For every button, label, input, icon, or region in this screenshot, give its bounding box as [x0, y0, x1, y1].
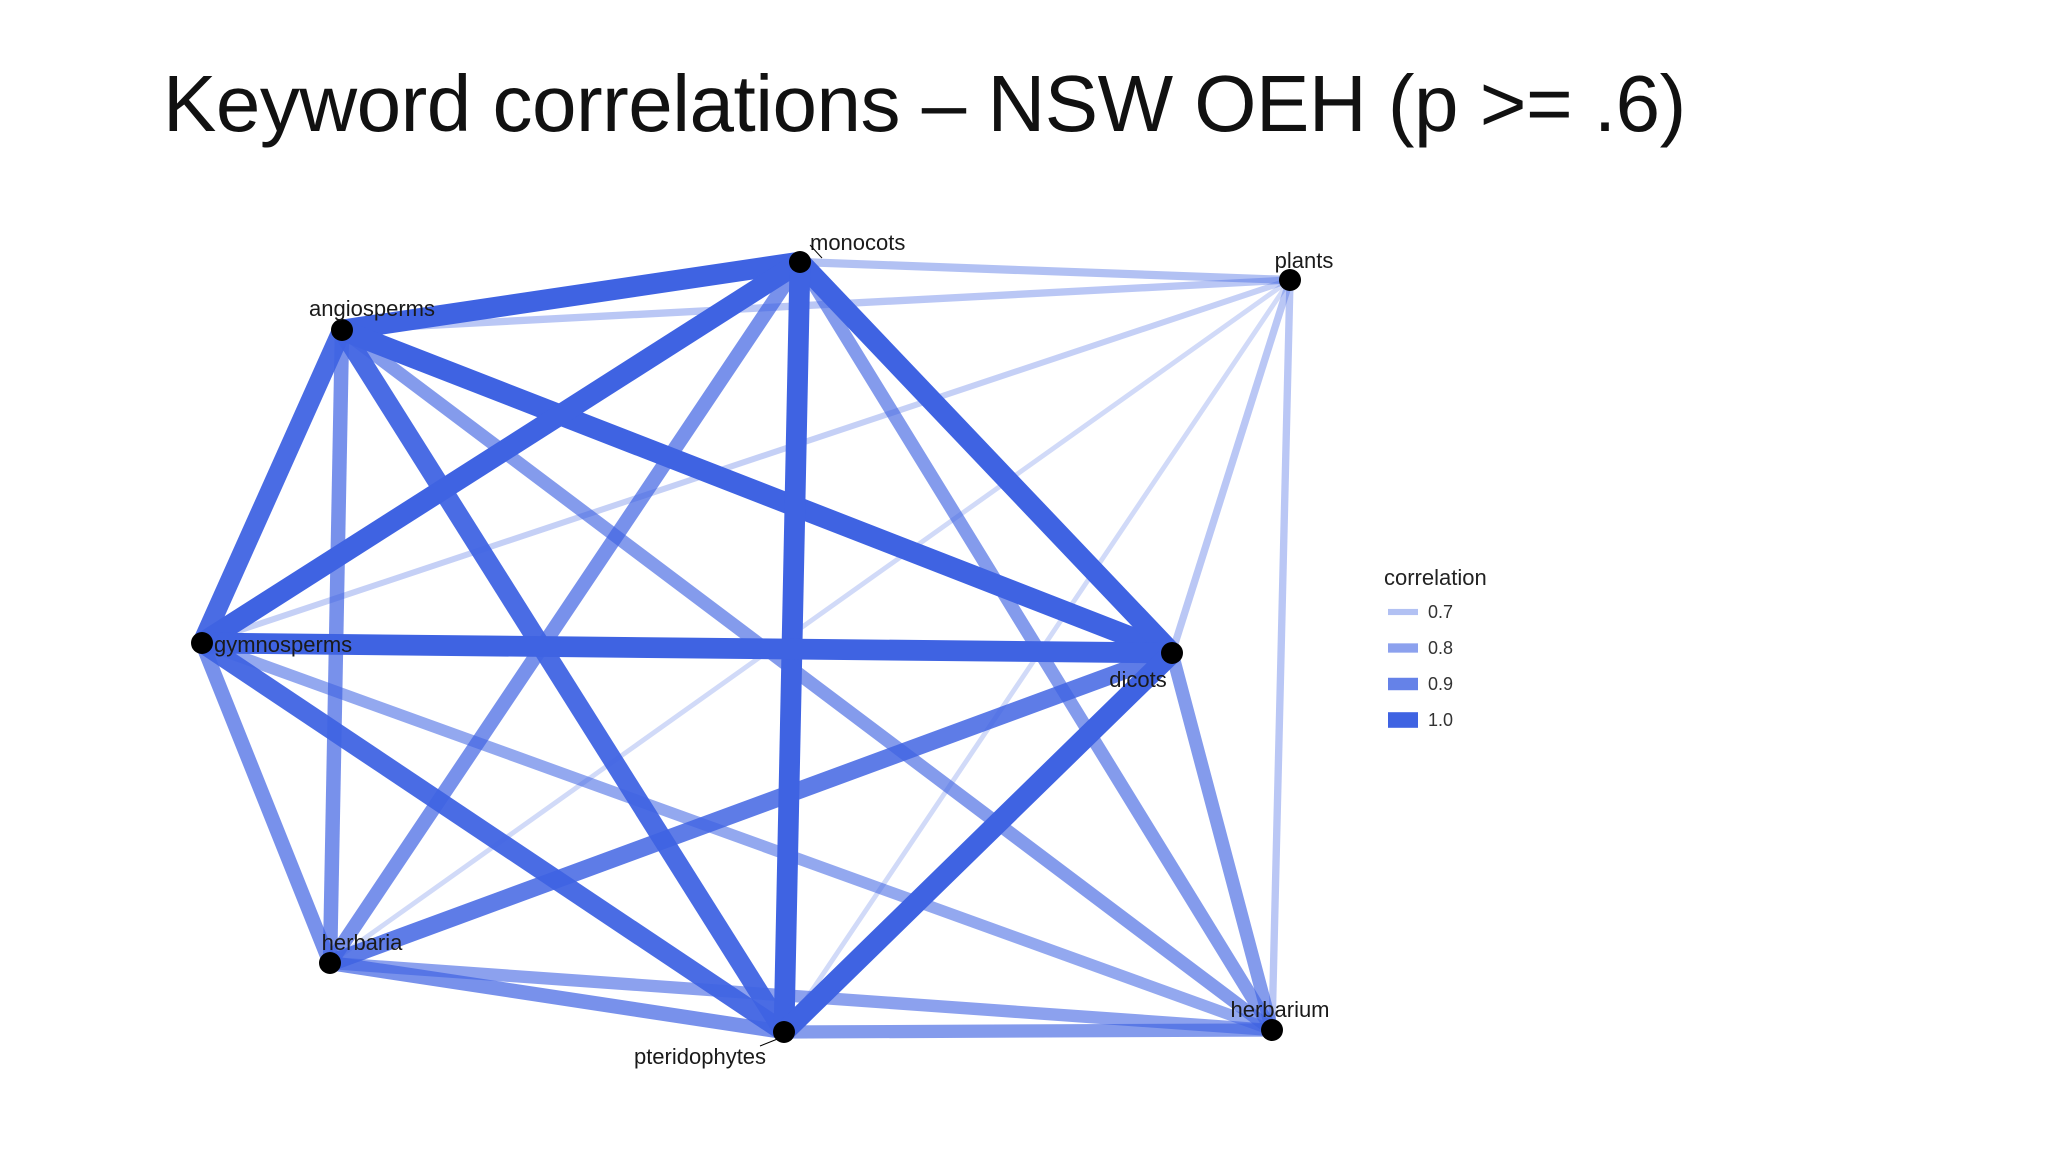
- edge-gymnosperms-dicots: [201, 632, 1173, 664]
- node-pteridophytes: [773, 1021, 795, 1043]
- edge-herbarium-plants: [1268, 279, 1294, 1031]
- node-gymnosperms: [191, 632, 213, 654]
- edge-monocots-herbaria: [323, 257, 807, 968]
- node-label-monocots: monocots: [810, 230, 905, 255]
- legend: correlation 0.7 0.8 0.9 1.0: [1384, 565, 1487, 730]
- node-label-gymnosperms: gymnosperms: [214, 632, 352, 657]
- node-label-angiosperms: angiosperms: [309, 296, 435, 321]
- edge-gymnosperms-herbaria: [195, 640, 337, 966]
- nodes-layer: [191, 251, 1301, 1043]
- label-leader-pteridophytes: [759, 1037, 781, 1047]
- edge-herbaria-herbarium: [329, 956, 1273, 1037]
- label-leader-monocots: [809, 244, 823, 259]
- edge-dicots-herbaria: [326, 644, 1176, 972]
- node-label-herbarium: herbarium: [1230, 997, 1329, 1022]
- legend-swatch: [1388, 643, 1418, 653]
- node-label-plants: plants: [1275, 248, 1334, 273]
- legend-label: 0.7: [1428, 602, 1453, 622]
- edge-gymnosperms-plants: [201, 277, 1291, 646]
- edge-monocots-dicots: [792, 254, 1180, 661]
- edge-monocots-gymnosperms: [196, 253, 806, 652]
- node-plants: [1279, 269, 1301, 291]
- legend-label: 1.0: [1428, 710, 1453, 730]
- legend-swatch: [1388, 677, 1418, 691]
- legend-title: correlation: [1384, 565, 1487, 590]
- node-herbaria: [319, 952, 341, 974]
- edge-angiosperms-monocots: [340, 251, 802, 341]
- node-label-pteridophytes: pteridophytes: [634, 1044, 766, 1069]
- edge-dicots-pteridophytes: [776, 645, 1180, 1040]
- edge-pteridophytes-herbarium: [783, 1023, 1273, 1039]
- edge-dicots-plants: [1168, 278, 1294, 655]
- edge-herbaria-plants: [328, 278, 1292, 965]
- legend-swatch: [1388, 608, 1418, 616]
- edge-gymnosperms-pteridophytes: [196, 634, 790, 1041]
- node-dicots: [1161, 642, 1183, 664]
- labels-layer: monocots plants angiosperms gymnosperms dico…: [214, 230, 1333, 1069]
- node-monocots: [789, 251, 811, 273]
- legend-label: 0.8: [1428, 638, 1453, 658]
- legend-label: 0.9: [1428, 674, 1453, 694]
- edge-angiosperms-gymnosperms: [193, 326, 351, 647]
- edge-angiosperms-plants: [341, 276, 1291, 334]
- edge-dicots-herbarium: [1165, 651, 1279, 1032]
- legend-swatch: [1388, 712, 1418, 728]
- edge-monocots-plants: [799, 257, 1291, 285]
- edge-gymnosperms-herbarium: [200, 637, 1274, 1036]
- node-angiosperms: [331, 319, 353, 341]
- edge-angiosperms-dicots: [338, 320, 1176, 663]
- edge-herbaria-pteridophytes: [328, 955, 786, 1040]
- node-label-herbaria: herbaria: [322, 930, 403, 955]
- node-label-dicots: dicots: [1109, 667, 1166, 692]
- edge-angiosperms-pteridophytes: [333, 324, 793, 1038]
- slide-title: Keyword correlations – NSW OEH (p >= .6): [163, 59, 1686, 148]
- node-herbarium: [1261, 1019, 1283, 1041]
- edges-layer: [193, 251, 1294, 1041]
